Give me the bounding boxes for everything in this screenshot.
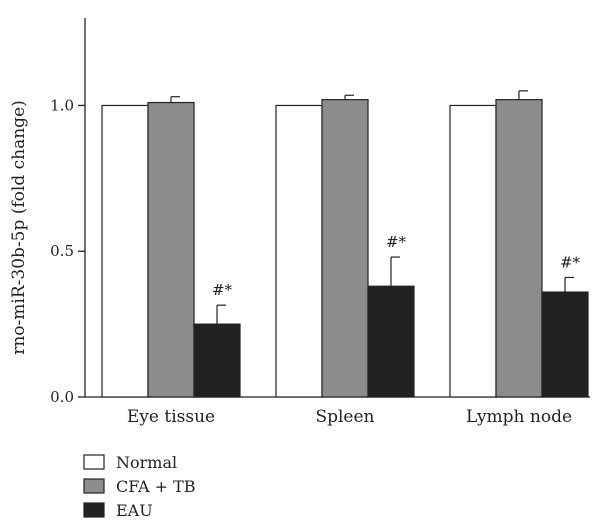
legend-label: Normal — [116, 453, 177, 472]
legend-swatch-cfa-tb — [83, 478, 105, 494]
bar-eau-eye-tissue — [193, 323, 241, 398]
y-axis-title: rno-miR-30b-5p (fold change) — [9, 100, 29, 355]
bar-cfa-tb-eye-tissue — [147, 101, 195, 398]
legend: Normal CFA + TB EAU — [83, 453, 196, 520]
y-tick-label: 1.0 — [50, 96, 74, 114]
bar-normal-eye-tissue — [101, 104, 149, 398]
bar-cfa-tb-lymph-node — [495, 99, 543, 398]
bar-eau-spleen — [367, 285, 415, 398]
legend-swatch-normal — [83, 454, 105, 470]
bars — [101, 90, 589, 398]
legend-label: CFA + TB — [116, 477, 196, 496]
bar-eau-lymph-node — [541, 291, 589, 398]
x-category-label: Spleen — [315, 407, 374, 427]
bar-normal-lymph-node — [449, 104, 497, 398]
bar-normal-spleen — [275, 104, 323, 398]
significance-marker: #* — [386, 233, 407, 251]
y-tick-label: 0.5 — [50, 242, 74, 260]
significance-marker: #* — [560, 253, 581, 271]
labels: 0.0 0.5 1.0 rno-miR-30b-5p (fold change) Eye… — [9, 96, 581, 427]
legend-swatch-eau — [83, 502, 105, 518]
bar-cfa-tb-spleen — [321, 99, 369, 398]
x-category-label: Eye tissue — [127, 407, 215, 427]
x-category-label: Lymph node — [466, 407, 572, 427]
significance-marker: #* — [212, 281, 233, 299]
legend-label: EAU — [116, 501, 153, 520]
y-tick-label: 0.0 — [50, 388, 74, 406]
